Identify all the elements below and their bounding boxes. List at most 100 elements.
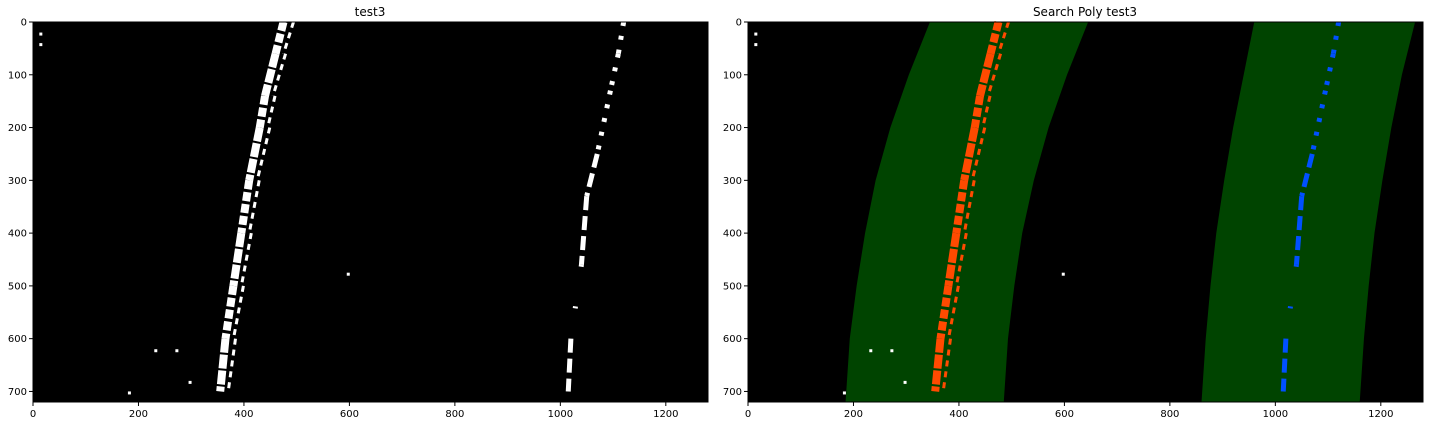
noise-pixel xyxy=(39,32,43,36)
right-search-region xyxy=(1201,22,1416,402)
right-lane-pixels-segment xyxy=(584,153,600,197)
x-tick-label: 1200 xyxy=(653,409,678,420)
x-axis-ticks: 0 200 400 600 800 1000 1200 xyxy=(745,402,1394,420)
y-tick-label: 600 xyxy=(723,334,742,345)
right-lane-pixels-segment xyxy=(578,195,590,265)
right-lane-pixels-segment xyxy=(1299,153,1315,197)
left-lane-pixels-segment xyxy=(255,127,272,181)
x-tick-label: 1000 xyxy=(548,409,573,420)
left-lane-pixels-segment xyxy=(954,232,968,287)
left-lane-pixels-segment xyxy=(936,285,953,340)
right-lane-pixels-segment xyxy=(1293,195,1305,265)
left-lane-pixels-segment xyxy=(271,53,288,97)
left-lane-pixels-segment xyxy=(970,127,987,181)
left-lane-pixels-segment xyxy=(229,232,246,287)
x-tick-label: 200 xyxy=(129,409,148,420)
x-tick-label: 1200 xyxy=(1368,409,1393,420)
noise-pixel xyxy=(127,391,131,395)
y-tick-label: 200 xyxy=(723,123,742,134)
noise-pixel xyxy=(754,43,758,47)
left-lane-pixels-segment xyxy=(944,232,961,287)
noise-pixels xyxy=(39,32,350,395)
panel-search-poly: Search Poly test3 0 200 400 600 800 1000 1200 … xyxy=(723,5,1424,420)
right-lane-pixels-segment xyxy=(1330,21,1342,55)
plot-frame xyxy=(747,21,1424,403)
y-tick-label: 100 xyxy=(723,70,742,81)
left-lane-pixels-segment xyxy=(271,21,288,55)
left-lane-pixels-segment xyxy=(931,338,945,392)
left-lane-pixels-segment xyxy=(981,95,992,128)
noise-pixel xyxy=(903,380,907,384)
noise-pixel xyxy=(869,349,873,353)
noise-pixel xyxy=(39,43,43,47)
right-lane-pixels-segment xyxy=(1322,53,1336,92)
y-axis-ticks: 0 100 200 300 400 500 600 700 xyxy=(723,18,748,398)
noise-pixel xyxy=(346,272,350,276)
left-lane-pixels-segment xyxy=(237,179,254,234)
y-tick-label: 500 xyxy=(723,281,742,292)
noise-pixel xyxy=(188,380,192,384)
y-tick-label: 700 xyxy=(723,387,742,398)
y-tick-label: 300 xyxy=(723,176,742,187)
noise-pixel xyxy=(175,349,179,353)
left-lane-pixels-segment xyxy=(221,285,238,340)
y-tick-label: 400 xyxy=(8,229,27,240)
noise-pixel xyxy=(754,32,758,36)
left-lane-pixels-segment xyxy=(216,338,230,392)
left-search-region xyxy=(845,22,1089,402)
left-lane-pixels-segment xyxy=(232,285,245,339)
left-lane-pixels-segment xyxy=(255,95,269,129)
noise-pixel xyxy=(890,349,894,353)
panel-binary-image: test3 0 200 400 600 800 1000 1200 0 100 200 300 40… xyxy=(8,5,709,420)
left-lane-pixels-segment xyxy=(997,21,1010,55)
left-lane-pixels-segment xyxy=(226,338,237,392)
y-tick-label: 700 xyxy=(8,387,27,398)
left-lane-pixels-segment xyxy=(266,95,277,128)
x-tick-label: 800 xyxy=(445,409,464,420)
x-tick-label: 0 xyxy=(745,409,751,420)
x-tick-label: 400 xyxy=(949,409,968,420)
x-tick-label: 1000 xyxy=(1263,409,1288,420)
y-axis-ticks: 0 100 200 300 400 500 600 700 xyxy=(8,18,33,398)
x-axis-ticks: 0 200 400 600 800 1000 1200 xyxy=(30,402,679,420)
y-tick-label: 500 xyxy=(8,281,27,292)
left-lane-pixels-segment xyxy=(960,126,979,182)
y-tick-label: 0 xyxy=(21,18,27,29)
y-tick-label: 100 xyxy=(8,70,27,81)
plot-frame xyxy=(32,21,709,403)
panel-title: Search Poly test3 xyxy=(1033,5,1137,19)
panel-title: test3 xyxy=(355,5,386,19)
y-tick-label: 0 xyxy=(736,18,742,29)
left-lane-pixels-segment xyxy=(976,52,995,97)
noise-pixel xyxy=(154,349,158,353)
left-lane-pixels-segment xyxy=(986,21,1003,55)
y-tick-label: 200 xyxy=(8,123,27,134)
y-tick-label: 300 xyxy=(8,176,27,187)
left-lane-pixels-segment xyxy=(245,126,264,182)
noise-pixels xyxy=(754,32,1065,395)
left-lane-pixels-segment xyxy=(282,21,295,55)
left-lane-pixels-segment xyxy=(962,180,976,234)
right-lane-pixels-segment xyxy=(1280,338,1289,392)
left-lane-pixels-segment xyxy=(239,232,253,287)
left-lane-pixels-segment xyxy=(247,180,261,234)
lane-pixels xyxy=(216,21,627,392)
x-tick-label: 200 xyxy=(844,409,863,420)
left-lane-pixels-segment xyxy=(986,53,1003,97)
left-lane-pixels-segment xyxy=(941,338,952,392)
x-tick-label: 600 xyxy=(1055,409,1074,420)
x-tick-label: 400 xyxy=(234,409,253,420)
x-tick-label: 800 xyxy=(1160,409,1179,420)
right-lane-pixels-segment xyxy=(607,53,621,92)
left-lane-pixels-segment xyxy=(970,95,984,129)
noise-pixel xyxy=(1061,272,1065,276)
x-tick-label: 0 xyxy=(30,409,36,420)
x-tick-label: 600 xyxy=(340,409,359,420)
right-lane-pixels-segment xyxy=(615,21,627,55)
left-lane-pixels-segment xyxy=(952,179,969,234)
left-lane-pixels-segment xyxy=(261,52,280,97)
lane-pixels xyxy=(931,21,1342,392)
noise-pixel xyxy=(842,391,846,395)
left-lane-pixels-segment xyxy=(947,285,960,339)
